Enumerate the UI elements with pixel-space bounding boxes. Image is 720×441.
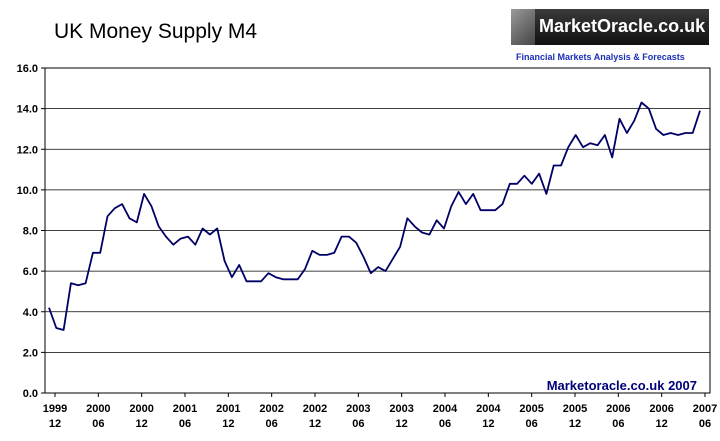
x-tick-month: 12 bbox=[396, 418, 408, 430]
x-tick-year: 2003 bbox=[389, 403, 413, 415]
x-tick-year: 2002 bbox=[259, 403, 283, 415]
x-tick-year: 2000 bbox=[129, 403, 153, 415]
x-tick-year: 2006 bbox=[649, 403, 673, 415]
x-tick-month: 12 bbox=[222, 418, 234, 430]
logo-tagline: Financial Markets Analysis & Forecasts bbox=[516, 52, 685, 62]
y-tick-label: 14.0 bbox=[17, 104, 38, 116]
y-tick-label: 8.0 bbox=[23, 226, 38, 238]
x-tick-month: 06 bbox=[92, 418, 104, 430]
x-axis-ticks: 1999 12 2000 06 2000 12 2001 06 2001 12 2002 06 2002… bbox=[43, 393, 717, 430]
y-axis-ticks: 0.0 2.0 4.0 6.0 8.0 10.0 12.0 14.0 16.0 bbox=[17, 63, 45, 400]
x-tick-year: 2005 bbox=[519, 403, 543, 415]
x-tick-year: 2005 bbox=[563, 403, 587, 415]
x-tick-year: 2004 bbox=[476, 403, 501, 415]
chart-title: UK Money Supply M4 bbox=[54, 20, 258, 43]
x-tick-month: 06 bbox=[179, 418, 191, 430]
y-tick-label: 4.0 bbox=[23, 307, 38, 319]
gridlines bbox=[45, 108, 710, 353]
x-tick-year: 2003 bbox=[346, 403, 370, 415]
y-tick-label: 16.0 bbox=[17, 63, 38, 75]
x-tick-month: 06 bbox=[439, 418, 451, 430]
x-tick-year: 2006 bbox=[606, 403, 630, 415]
x-tick-year: 1999 bbox=[43, 403, 67, 415]
x-tick-year: 2001 bbox=[173, 403, 197, 415]
x-tick-year: 2002 bbox=[303, 403, 327, 415]
x-tick-year: 2000 bbox=[86, 403, 110, 415]
marketoracle-logo[interactable]: MarketOracle.co.uk Financial Markets Ana… bbox=[511, 9, 709, 63]
y-tick-label: 6.0 bbox=[23, 266, 38, 278]
x-tick-month: 06 bbox=[526, 418, 538, 430]
logo-banner: MarketOracle.co.uk bbox=[511, 9, 709, 45]
x-tick-month: 12 bbox=[49, 418, 61, 430]
x-tick-month: 06 bbox=[612, 418, 624, 430]
x-tick-month: 12 bbox=[482, 418, 494, 430]
x-tick-month: 12 bbox=[569, 418, 581, 430]
x-tick-month: 12 bbox=[656, 418, 668, 430]
x-tick-month: 06 bbox=[266, 418, 278, 430]
y-tick-label: 0.0 bbox=[23, 388, 38, 400]
x-tick-month: 12 bbox=[136, 418, 148, 430]
y-tick-label: 10.0 bbox=[17, 185, 38, 197]
logo-name: MarketOracle.co.uk bbox=[539, 16, 706, 36]
y-tick-label: 12.0 bbox=[17, 144, 38, 156]
chart-annotation: Marketoracle.co.uk 2007 bbox=[547, 378, 697, 393]
x-tick-month: 12 bbox=[309, 418, 321, 430]
logo-portrait-icon bbox=[511, 9, 535, 45]
x-tick-year: 2004 bbox=[433, 403, 458, 415]
series-line bbox=[48, 101, 701, 331]
y-tick-label: 2.0 bbox=[23, 347, 38, 359]
x-tick-year: 2001 bbox=[216, 403, 240, 415]
x-tick-month: 06 bbox=[699, 418, 711, 430]
x-tick-year: 2007 bbox=[693, 403, 717, 415]
x-tick-month: 06 bbox=[352, 418, 364, 430]
